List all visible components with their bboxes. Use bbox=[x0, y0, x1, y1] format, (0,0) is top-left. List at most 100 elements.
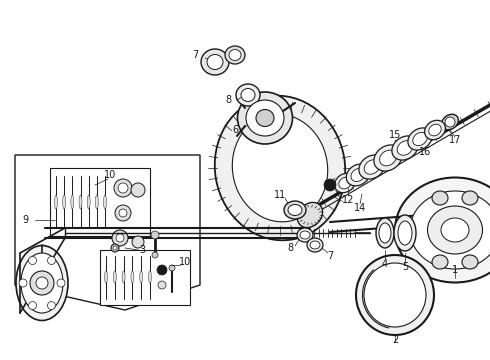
Circle shape bbox=[324, 179, 336, 191]
Circle shape bbox=[132, 236, 144, 248]
Text: 5: 5 bbox=[402, 262, 408, 272]
Circle shape bbox=[28, 302, 36, 310]
Ellipse shape bbox=[359, 155, 385, 179]
Bar bbox=[100, 250, 190, 305]
Ellipse shape bbox=[16, 246, 68, 320]
Circle shape bbox=[158, 281, 166, 289]
Circle shape bbox=[131, 183, 145, 197]
Ellipse shape bbox=[432, 191, 448, 205]
Text: 10: 10 bbox=[104, 170, 116, 180]
Circle shape bbox=[151, 231, 159, 239]
Ellipse shape bbox=[380, 150, 396, 166]
Ellipse shape bbox=[122, 271, 125, 283]
Ellipse shape bbox=[397, 141, 413, 155]
Ellipse shape bbox=[103, 195, 106, 209]
Ellipse shape bbox=[96, 195, 98, 209]
Ellipse shape bbox=[398, 221, 412, 245]
Circle shape bbox=[152, 252, 158, 258]
Ellipse shape bbox=[297, 228, 313, 242]
Text: 6: 6 bbox=[232, 125, 238, 135]
Circle shape bbox=[114, 179, 132, 197]
Circle shape bbox=[19, 279, 27, 287]
Ellipse shape bbox=[408, 128, 432, 150]
Ellipse shape bbox=[356, 255, 434, 335]
Circle shape bbox=[157, 265, 167, 275]
Text: 16: 16 bbox=[419, 147, 431, 157]
Ellipse shape bbox=[215, 96, 345, 240]
Ellipse shape bbox=[462, 255, 478, 269]
Text: 3: 3 bbox=[139, 245, 145, 255]
Ellipse shape bbox=[256, 109, 274, 126]
Ellipse shape bbox=[79, 195, 82, 209]
Ellipse shape bbox=[113, 271, 116, 283]
Polygon shape bbox=[15, 155, 200, 310]
Circle shape bbox=[57, 279, 65, 287]
Text: 9: 9 bbox=[22, 215, 28, 225]
Circle shape bbox=[113, 246, 117, 250]
Circle shape bbox=[30, 271, 54, 295]
Circle shape bbox=[169, 265, 175, 271]
Ellipse shape bbox=[140, 271, 143, 283]
Ellipse shape bbox=[104, 271, 107, 283]
Ellipse shape bbox=[351, 168, 365, 181]
Ellipse shape bbox=[236, 84, 260, 106]
Circle shape bbox=[112, 230, 128, 246]
Ellipse shape bbox=[232, 114, 328, 222]
Ellipse shape bbox=[441, 218, 469, 242]
Bar bbox=[50, 168, 150, 236]
Circle shape bbox=[36, 277, 48, 289]
Text: 15: 15 bbox=[389, 130, 401, 140]
Ellipse shape bbox=[413, 132, 427, 146]
Text: 8: 8 bbox=[287, 243, 293, 253]
Ellipse shape bbox=[246, 100, 284, 136]
Circle shape bbox=[48, 302, 55, 310]
Text: 7: 7 bbox=[192, 50, 198, 60]
Text: 10: 10 bbox=[179, 257, 191, 267]
Text: 12: 12 bbox=[342, 195, 354, 205]
Text: 13: 13 bbox=[324, 180, 336, 190]
Ellipse shape bbox=[201, 49, 229, 75]
Ellipse shape bbox=[300, 231, 310, 239]
Ellipse shape bbox=[429, 124, 441, 136]
Ellipse shape bbox=[288, 204, 302, 216]
Text: 1: 1 bbox=[452, 265, 458, 275]
Ellipse shape bbox=[63, 195, 66, 209]
Ellipse shape bbox=[131, 271, 134, 283]
Circle shape bbox=[111, 244, 119, 252]
Ellipse shape bbox=[395, 177, 490, 283]
Ellipse shape bbox=[441, 114, 458, 130]
Ellipse shape bbox=[364, 263, 426, 327]
Circle shape bbox=[116, 234, 124, 242]
Ellipse shape bbox=[346, 164, 370, 186]
Ellipse shape bbox=[225, 46, 245, 64]
Ellipse shape bbox=[71, 195, 74, 209]
Text: 17: 17 bbox=[449, 135, 461, 145]
Text: 2: 2 bbox=[392, 335, 398, 345]
Ellipse shape bbox=[394, 215, 416, 251]
Ellipse shape bbox=[374, 145, 402, 171]
Ellipse shape bbox=[307, 238, 323, 252]
Text: 11: 11 bbox=[274, 190, 286, 200]
Ellipse shape bbox=[54, 195, 57, 209]
Circle shape bbox=[48, 256, 55, 265]
Ellipse shape bbox=[310, 241, 320, 249]
Text: 8: 8 bbox=[225, 95, 231, 105]
Ellipse shape bbox=[335, 173, 355, 193]
Circle shape bbox=[119, 209, 127, 217]
Text: 4: 4 bbox=[382, 259, 388, 269]
Ellipse shape bbox=[410, 191, 490, 269]
Circle shape bbox=[445, 117, 455, 127]
Ellipse shape bbox=[241, 89, 255, 102]
Ellipse shape bbox=[427, 206, 483, 254]
Ellipse shape bbox=[425, 120, 445, 140]
Ellipse shape bbox=[87, 195, 90, 209]
Ellipse shape bbox=[297, 202, 322, 228]
Circle shape bbox=[115, 205, 131, 221]
Ellipse shape bbox=[148, 271, 151, 283]
Ellipse shape bbox=[432, 255, 448, 269]
Text: 7: 7 bbox=[327, 251, 333, 261]
Ellipse shape bbox=[229, 49, 241, 60]
Circle shape bbox=[118, 183, 128, 193]
Ellipse shape bbox=[462, 191, 478, 205]
Ellipse shape bbox=[284, 201, 306, 219]
